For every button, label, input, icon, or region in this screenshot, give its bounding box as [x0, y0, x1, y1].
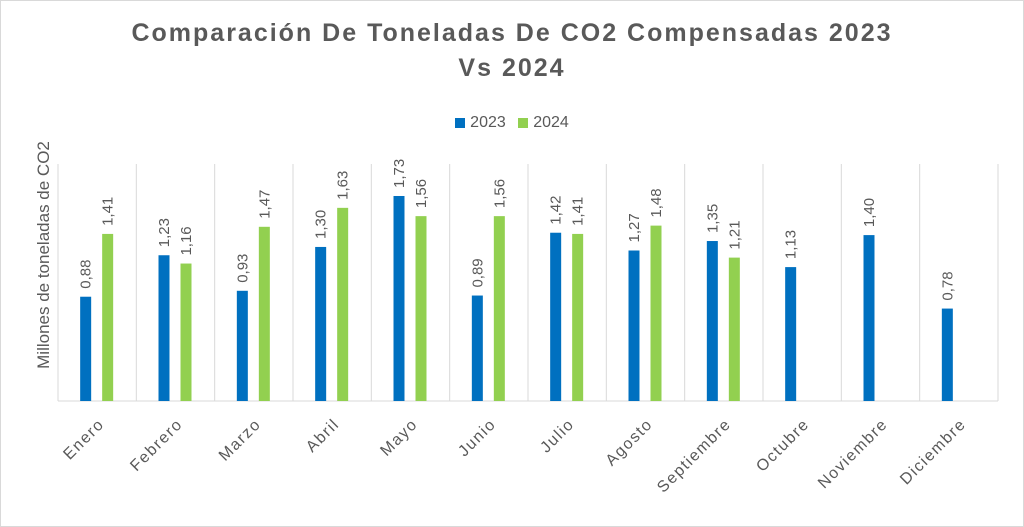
x-tick-marzo: Marzo [216, 416, 265, 465]
chart-x-tick-labels: Enero Febrero Marzo Abril Mayo Junio Julio Agos… [60, 416, 969, 496]
bar-2023-octubre [785, 267, 797, 401]
y-axis-label: Millones de toneladas de CO2 [34, 141, 53, 369]
legend-swatch-2024 [518, 118, 529, 128]
bar-2023-junio [471, 295, 483, 401]
x-tick-junio: Junio [455, 416, 499, 460]
data-label-2023-septiembre: 1,35 [704, 204, 721, 233]
bar-2024-julio [572, 233, 584, 401]
legend-swatch-2023 [455, 118, 466, 128]
bar-2023-febrero [158, 255, 170, 401]
chart-grid [57, 164, 999, 402]
x-tick-septiembre: Septiembre [654, 416, 734, 496]
data-label-2023-julio: 1,42 [548, 196, 565, 225]
bar-2024-enero [102, 233, 114, 401]
legend-label-2024: 2024 [533, 114, 569, 131]
bar-2024-agosto [650, 225, 662, 401]
bar-2023-diciembre [941, 308, 953, 401]
legend-label-2023: 2023 [470, 114, 506, 131]
data-label-2024-abril: 1,63 [335, 171, 352, 200]
data-label-2023-junio: 0,89 [469, 258, 486, 287]
x-tick-abril: Abril [303, 416, 343, 456]
chart-title-line-1: Comparación De Toneladas De CO2 Compensa… [131, 19, 893, 47]
bar-2024-junio [493, 216, 505, 401]
chart-legend: 2023 2024 [0, 114, 1024, 133]
bar-2023-mayo [393, 195, 405, 401]
bar-2023-enero [80, 296, 92, 401]
bar-2023-marzo [236, 290, 248, 401]
data-label-2023-marzo: 0,93 [234, 254, 251, 283]
data-label-2023-octubre: 1,13 [783, 230, 800, 259]
x-tick-noviembre: Noviembre [815, 416, 891, 492]
bar-2024-marzo [258, 226, 270, 401]
data-label-2023-abril: 1,30 [313, 210, 330, 239]
data-label-2023-noviembre: 1,40 [861, 198, 878, 227]
bar-2023-septiembre [706, 241, 718, 401]
legend-item-2024: 2024 [518, 114, 569, 132]
data-label-2024-mayo: 1,56 [413, 179, 430, 208]
data-label-2024-marzo: 1,47 [256, 190, 273, 219]
data-label-2023-mayo: 1,73 [391, 159, 408, 188]
data-label-2024-septiembre: 1,21 [726, 220, 743, 249]
bar-2024-mayo [415, 216, 427, 401]
x-tick-agosto: Agosto [603, 416, 657, 470]
x-tick-febrero: Febrero [127, 416, 186, 475]
data-label-2023-febrero: 1,23 [156, 218, 173, 247]
bar-2023-noviembre [863, 235, 875, 401]
bar-2024-abril [337, 207, 349, 401]
data-label-2024-junio: 1,56 [491, 179, 508, 208]
bar-2023-abril [315, 246, 327, 401]
bar-2023-agosto [628, 250, 640, 401]
data-label-2024-julio: 1,41 [570, 197, 587, 226]
data-label-2024-enero: 1,41 [100, 197, 117, 226]
bar-2023-julio [550, 232, 562, 401]
data-label-2024-agosto: 1,48 [648, 188, 665, 217]
chart-title-line-2: Vs 2024 [458, 54, 566, 82]
data-label-2024-febrero: 1,16 [178, 226, 195, 255]
bar-2024-febrero [180, 263, 192, 401]
data-label-2023-agosto: 1,27 [626, 213, 643, 242]
data-label-2023-diciembre: 0,78 [939, 271, 956, 300]
x-tick-julio: Julio [537, 416, 578, 457]
x-tick-mayo: Mayo [377, 416, 421, 460]
x-tick-diciembre: Diciembre [897, 416, 969, 488]
chart-data-labels: 0,88 1,41 1,23 1,16 0,93 1,47 1,30 1,63 1,73 1,56… [78, 159, 957, 301]
chart-bars [80, 195, 953, 401]
data-label-2023-enero: 0,88 [78, 260, 95, 289]
bar-2024-septiembre [728, 257, 740, 401]
chart-title: Comparación De Toneladas De CO2 Compensa… [0, 16, 1024, 86]
x-tick-octubre: Octubre [753, 416, 813, 476]
x-tick-enero: Enero [60, 416, 108, 464]
legend-item-2023: 2023 [455, 114, 506, 132]
